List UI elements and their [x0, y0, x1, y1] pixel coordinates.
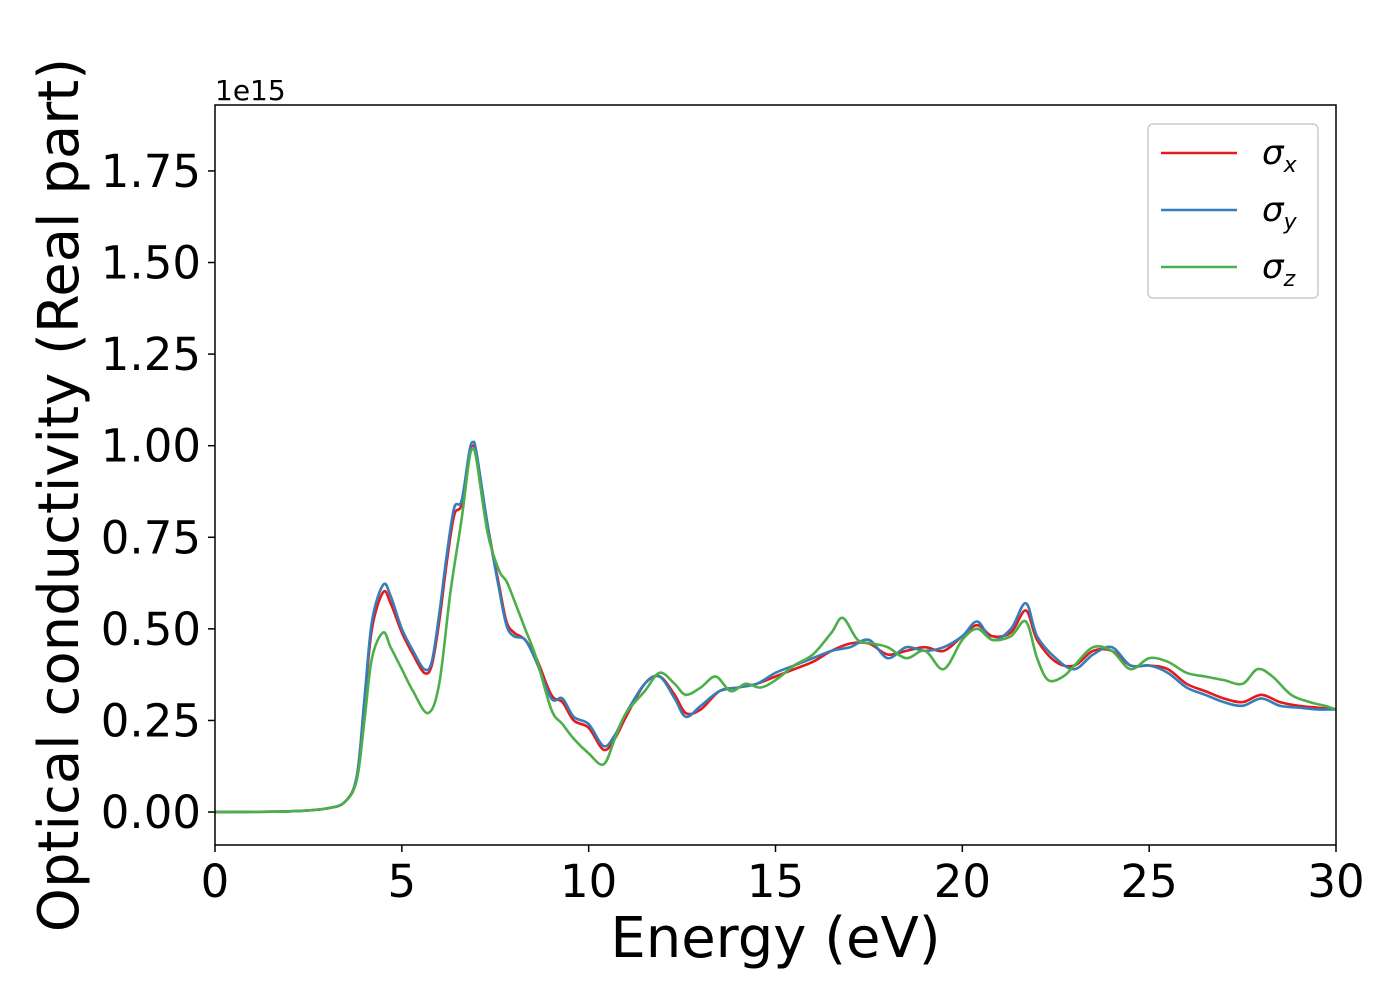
x-tick-label: 5 — [388, 855, 417, 908]
x-axis-title: Energy (eV) — [610, 906, 940, 971]
legend-label: σx — [1262, 133, 1298, 178]
x-tick-label: 10 — [560, 855, 617, 908]
y-tick-label: 0.50 — [101, 603, 201, 656]
y-tick-label: 1.00 — [101, 420, 201, 473]
x-tick-label: 0 — [201, 855, 230, 908]
y-tick-label: 1.75 — [101, 145, 201, 198]
x-tick-label: 30 — [1307, 855, 1364, 908]
y-axis-ticks: 0.00 0.25 0.50 0.75 1.00 1.25 1.50 1.75 — [101, 145, 215, 839]
legend-label: σz — [1262, 247, 1296, 292]
y-tick-label: 0.25 — [101, 694, 201, 747]
legend-label: σy — [1262, 190, 1298, 235]
legend: σx σy σz — [1147, 123, 1319, 299]
series-line-0 — [215, 444, 1336, 814]
x-axis-ticks: 0 5 10 15 20 25 30 — [201, 845, 1365, 908]
series-line-2 — [215, 447, 1336, 814]
series-line-1 — [215, 440, 1336, 814]
y-tick-label: 0.00 — [101, 786, 201, 839]
y-tick-label: 0.75 — [101, 511, 201, 564]
x-tick-label: 20 — [934, 855, 991, 908]
y-tick-label: 1.25 — [101, 328, 201, 381]
x-tick-label: 25 — [1121, 855, 1178, 908]
y-axis-title: Optical conductivity (Real part) — [27, 58, 92, 932]
x-tick-label: 15 — [747, 855, 804, 908]
y-tick-label: 1.50 — [101, 237, 201, 290]
y-offset-label: 1e15 — [215, 74, 286, 107]
series-layer — [215, 440, 1336, 814]
